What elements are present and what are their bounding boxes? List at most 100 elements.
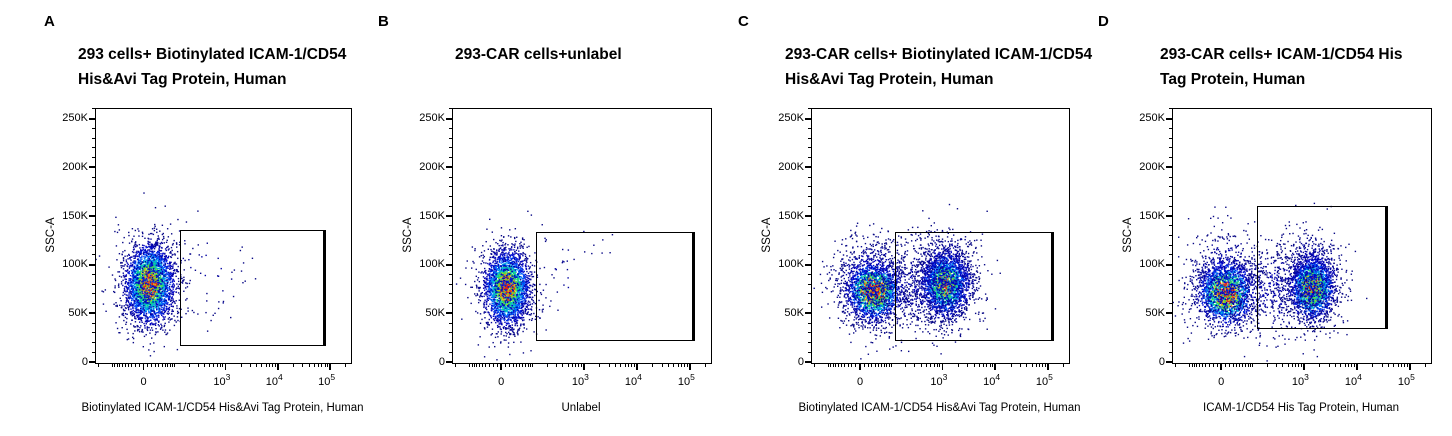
y-axis-tick-label: 250K	[778, 112, 804, 125]
x-axis-major-tick	[1047, 363, 1049, 370]
panel-title-line: Tag Protein, Human	[1160, 71, 1306, 88]
y-axis-minor-tick	[91, 186, 95, 188]
y-axis-minor-tick	[91, 244, 95, 246]
x-axis-minor-tick	[476, 363, 478, 367]
x-axis-minor-tick	[269, 363, 271, 367]
x-axis-minor-tick	[1282, 363, 1284, 367]
x-axis-minor-tick	[488, 363, 490, 367]
x-axis-minor-tick	[345, 363, 347, 367]
x-axis-minor-tick	[127, 363, 129, 367]
y-axis-minor-tick	[807, 127, 811, 129]
x-axis-tick-label-exponent: 4	[1357, 372, 1362, 382]
x-axis-minor-tick	[131, 363, 133, 367]
y-axis-tick-label: 250K	[1139, 112, 1165, 125]
x-axis-tick-label-exponent: 5	[1410, 372, 1415, 382]
y-axis-tick-label: 200K	[778, 160, 804, 173]
x-axis-minor-tick	[562, 363, 564, 367]
x-axis-minor-tick	[867, 363, 869, 367]
x-axis-minor-tick	[1208, 363, 1210, 367]
x-axis-tick-label-exponent: 3	[584, 372, 589, 382]
x-axis-major-tick	[941, 363, 944, 370]
x-axis-minor-tick	[888, 363, 890, 367]
y-axis-major-tick	[1166, 166, 1172, 169]
x-axis-minor-tick	[1351, 363, 1353, 367]
x-axis-minor-tick	[652, 363, 654, 367]
y-axis-major-tick	[1166, 117, 1172, 120]
x-axis-minor-tick	[147, 363, 149, 367]
y-axis-tick-label: 100K	[419, 258, 445, 271]
y-axis-minor-tick	[807, 351, 811, 353]
y-axis-major-tick	[89, 215, 95, 218]
x-axis-tick-label: 105	[318, 372, 335, 388]
x-axis-tick-label: 103	[1291, 372, 1309, 388]
x-axis-tick-label: 105	[1036, 372, 1053, 388]
x-axis-minor-tick	[1228, 363, 1230, 367]
panel-letter: A	[44, 13, 55, 30]
x-axis-minor-tick	[197, 363, 199, 367]
y-axis-tick-label: 100K	[778, 258, 804, 271]
x-axis-minor-tick	[204, 363, 206, 367]
plot-frame	[452, 108, 712, 364]
y-axis-tick-label: 100K	[1139, 258, 1165, 271]
y-axis-title: SSC-A	[45, 217, 57, 253]
y-axis-minor-tick	[1168, 273, 1172, 275]
x-axis-tick-label-exponent: 5	[330, 372, 336, 382]
gate-rectangle	[536, 231, 695, 341]
x-axis-minor-tick	[1335, 363, 1337, 367]
x-axis-tick-label-base: 10	[571, 376, 585, 388]
x-axis-minor-tick	[1245, 363, 1247, 367]
y-axis-minor-tick	[1168, 205, 1172, 207]
x-axis-minor-tick	[1035, 363, 1037, 367]
x-axis-minor-tick	[516, 363, 518, 367]
y-axis-minor-tick	[91, 234, 95, 236]
panel-title-line: 293-CAR cells+ Biotinylated ICAM-1/CD54	[785, 46, 1093, 63]
x-axis-minor-tick	[485, 363, 487, 367]
x-axis-tick-label: 0	[1218, 376, 1225, 388]
y-axis-major-tick	[805, 215, 811, 218]
x-axis-minor-tick	[317, 363, 319, 367]
x-axis-minor-tick	[1353, 363, 1355, 367]
y-axis-minor-tick	[807, 186, 811, 188]
y-axis-minor-tick	[807, 137, 811, 139]
y-axis-minor-tick	[1168, 254, 1172, 256]
y-axis-minor-tick	[91, 137, 95, 139]
x-axis-minor-tick	[188, 363, 190, 367]
x-axis-title: ICAM-1/CD54 His Tag Protein, Human	[1203, 402, 1399, 414]
x-axis-minor-tick	[1275, 363, 1277, 367]
x-axis-minor-tick	[321, 363, 323, 367]
y-axis-minor-tick	[91, 342, 95, 344]
y-axis-minor-tick	[1168, 108, 1172, 110]
y-axis-minor-tick	[91, 225, 95, 227]
x-axis-minor-tick	[939, 363, 941, 367]
x-axis-minor-tick	[982, 363, 984, 367]
y-axis-minor-tick	[448, 244, 452, 246]
x-axis-minor-tick	[1348, 363, 1350, 367]
x-axis-minor-tick	[261, 363, 263, 367]
x-axis-minor-tick	[1198, 363, 1200, 367]
y-axis-minor-tick	[91, 283, 95, 285]
x-axis-minor-tick	[624, 363, 626, 367]
x-axis-minor-tick	[989, 363, 991, 367]
x-axis-minor-tick	[492, 363, 494, 367]
y-axis-major-tick	[89, 117, 95, 120]
y-axis-minor-tick	[1168, 176, 1172, 178]
x-axis-tick-label-base: 10	[1291, 376, 1305, 388]
x-axis-minor-tick	[1205, 363, 1207, 367]
x-axis-tick-label-base: 10	[1397, 376, 1411, 388]
y-axis-minor-tick	[807, 254, 811, 256]
x-axis-minor-tick	[1010, 363, 1012, 367]
x-axis-minor-tick	[504, 363, 506, 367]
y-axis-tick-label: 0	[438, 355, 445, 368]
x-axis-tick-label-base: 10	[624, 376, 638, 388]
y-axis-major-tick	[89, 312, 95, 315]
y-axis-minor-tick	[1168, 234, 1172, 236]
gate-rectangle	[179, 229, 326, 347]
x-axis-major-tick	[329, 363, 331, 370]
x-axis-minor-tick	[620, 363, 622, 367]
x-axis-minor-tick	[878, 363, 880, 367]
x-axis-title: Unlabel	[561, 402, 601, 414]
x-axis-minor-tick	[668, 363, 670, 367]
y-axis-major-tick	[89, 166, 95, 169]
x-axis-minor-tick	[167, 363, 169, 367]
plot-frame	[1172, 108, 1432, 364]
